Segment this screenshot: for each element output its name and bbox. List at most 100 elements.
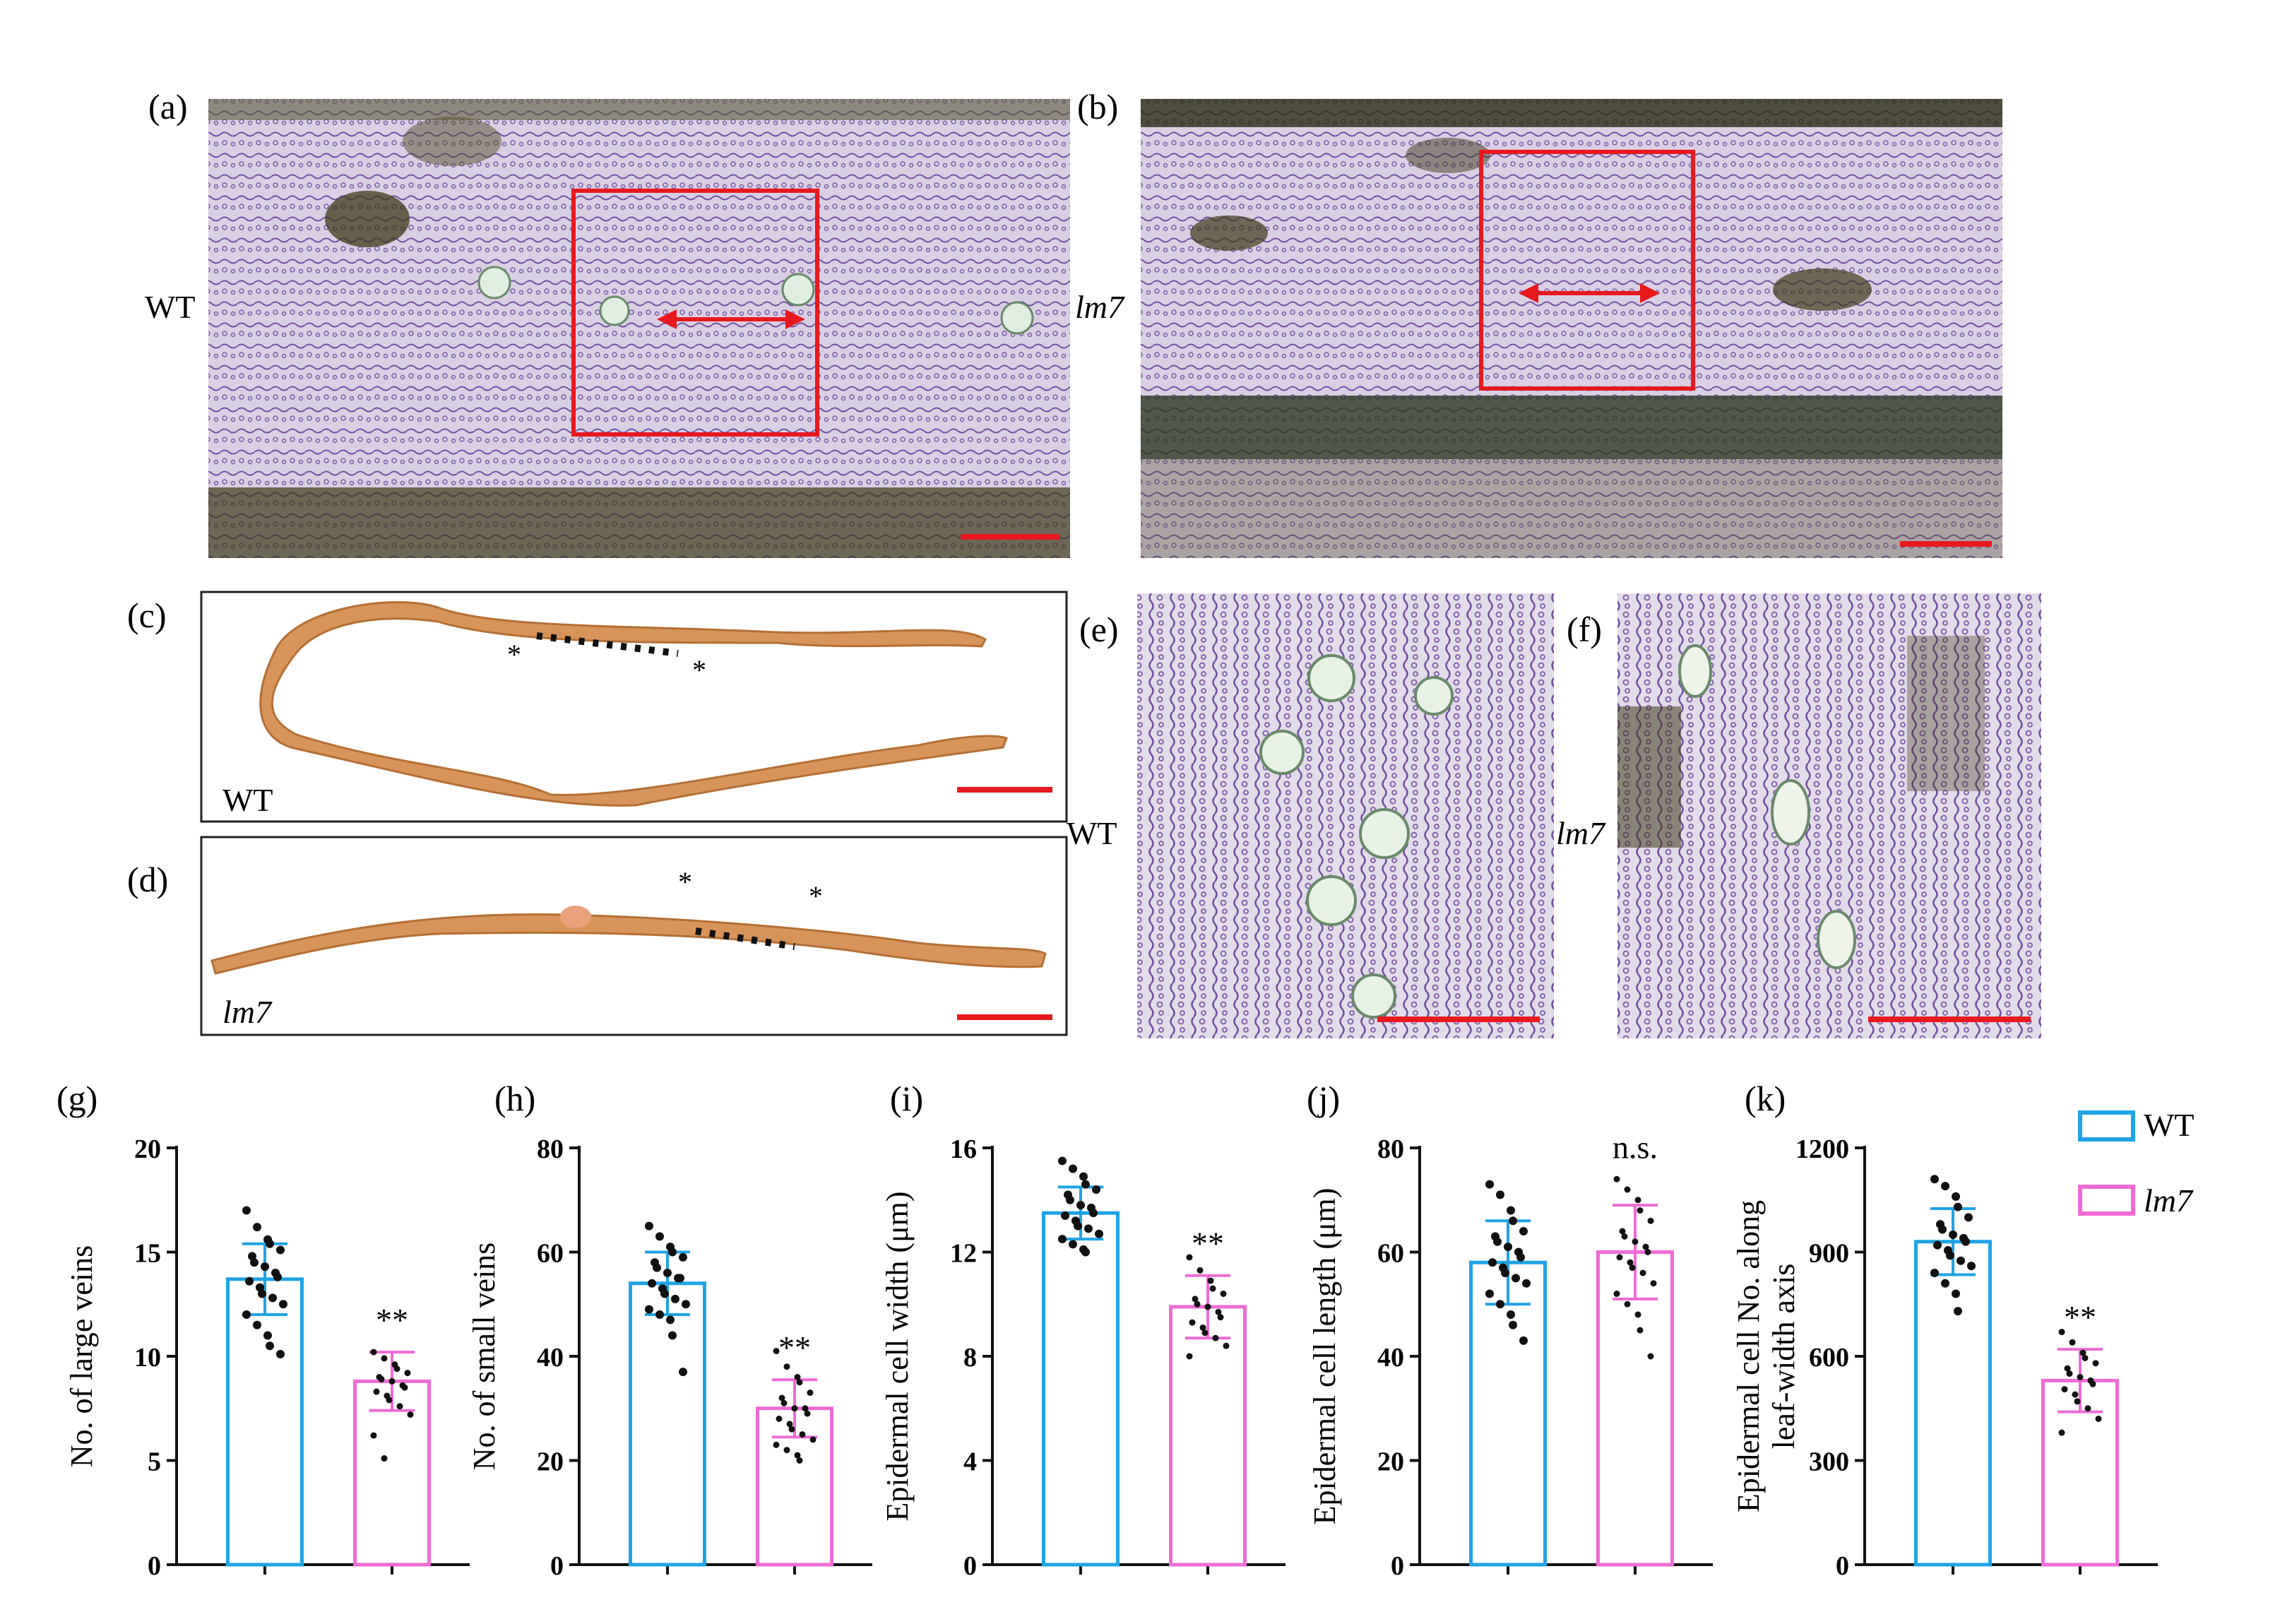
data-point xyxy=(1507,1206,1515,1215)
data-point xyxy=(373,1388,380,1395)
data-point xyxy=(1519,1227,1528,1235)
data-point xyxy=(1961,1237,1970,1246)
data-point xyxy=(668,1247,677,1257)
data-point xyxy=(1212,1334,1219,1341)
micrograph-b xyxy=(1141,99,2002,558)
y-tick-label: 10 xyxy=(134,1343,161,1373)
y-tick-label: 40 xyxy=(1377,1343,1404,1373)
data-point xyxy=(1496,1190,1504,1199)
bar-WT xyxy=(226,1277,304,1567)
data-point xyxy=(1629,1264,1636,1272)
data-point xyxy=(802,1405,809,1412)
asterisk-d-2: * xyxy=(809,880,823,912)
y-tick-label: 0 xyxy=(1391,1551,1404,1581)
asterisk-c-2: * xyxy=(692,654,706,686)
genotype-label-e: WT xyxy=(1067,815,1117,851)
panel-label-k: (k) xyxy=(1745,1079,1786,1118)
data-point xyxy=(1933,1240,1942,1250)
data-point xyxy=(1220,1291,1227,1297)
y-tick-label: 40 xyxy=(537,1343,564,1373)
data-point xyxy=(381,1455,388,1462)
data-point xyxy=(663,1269,672,1277)
data-point xyxy=(2058,1329,2065,1336)
data-point xyxy=(279,1300,287,1309)
data-point xyxy=(2066,1370,2073,1377)
bar-WT xyxy=(1914,1240,1992,1567)
data-point xyxy=(263,1331,272,1340)
data-point xyxy=(645,1305,653,1314)
data-point xyxy=(370,1349,377,1356)
data-point xyxy=(1930,1269,1939,1277)
data-point xyxy=(1215,1308,1222,1315)
panel-label-c: (c) xyxy=(127,595,167,635)
data-point xyxy=(2061,1386,2068,1393)
data-point xyxy=(660,1289,669,1298)
panel-label-d: (d) xyxy=(127,860,168,899)
data-point xyxy=(370,1432,377,1439)
y-tick-label: 8 xyxy=(963,1343,977,1373)
panel-label-f: (f) xyxy=(1567,610,1602,649)
data-point xyxy=(1081,1247,1090,1257)
data-point xyxy=(1956,1256,1965,1265)
data-point xyxy=(1519,1336,1528,1345)
width-arrow-b xyxy=(1519,283,1660,303)
data-point xyxy=(1949,1230,1957,1239)
panel-c: (c) * * WT xyxy=(127,591,1068,823)
data-point xyxy=(1485,1180,1494,1189)
data-point xyxy=(1488,1258,1497,1267)
panel-label-a: (a) xyxy=(148,87,188,126)
data-point xyxy=(2082,1354,2089,1361)
data-point xyxy=(1952,1192,1960,1201)
data-point xyxy=(666,1315,675,1324)
y-tick-label: 20 xyxy=(1377,1447,1404,1477)
data-point xyxy=(2074,1398,2081,1405)
data-point xyxy=(786,1421,793,1428)
data-point xyxy=(1613,1291,1620,1297)
data-point xyxy=(1079,1172,1088,1181)
data-point xyxy=(2084,1405,2091,1412)
data-point xyxy=(250,1258,259,1267)
y-tick-label: 4 xyxy=(963,1447,977,1477)
data-point xyxy=(1647,1217,1654,1224)
data-point xyxy=(2092,1360,2099,1367)
y-axis-label: Epidermal cell width (μm) xyxy=(880,1191,915,1521)
micrograph-f xyxy=(1617,593,2041,1038)
data-point xyxy=(668,1331,677,1340)
data-point xyxy=(2069,1339,2076,1346)
data-point xyxy=(1946,1251,1954,1260)
data-point xyxy=(1637,1327,1644,1334)
data-point xyxy=(1192,1296,1199,1303)
data-point xyxy=(404,1370,411,1377)
data-point xyxy=(1644,1249,1651,1255)
leaf-section-lm7 xyxy=(210,913,1047,975)
y-axis-label: No. of small veins xyxy=(467,1243,501,1471)
data-point xyxy=(407,1411,414,1418)
width-arrow-a xyxy=(657,309,805,329)
data-point xyxy=(1061,1211,1069,1220)
data-point xyxy=(2089,1380,2096,1387)
highlight-box-b xyxy=(1479,150,1695,391)
data-point xyxy=(788,1426,795,1433)
data-point xyxy=(679,1252,687,1262)
data-point xyxy=(1613,1175,1620,1183)
data-point xyxy=(258,1289,266,1298)
data-point xyxy=(1058,1156,1067,1166)
legend-swatch-lm7 xyxy=(2078,1185,2135,1216)
y-tick-label: 1200 xyxy=(1795,1134,1849,1164)
data-point xyxy=(1081,1180,1090,1189)
vein-dots-d xyxy=(695,927,795,950)
panel-e: (e) WT xyxy=(1067,593,1554,1038)
data-point xyxy=(2058,1429,2065,1436)
chart-g: (g) 0 5 10 15 20 No. of large veins ** xyxy=(57,1079,470,1581)
data-point xyxy=(381,1355,388,1362)
data-point xyxy=(655,1310,664,1319)
data-point xyxy=(1501,1269,1509,1277)
genotype-label-c: WT xyxy=(222,782,273,818)
data-point xyxy=(1207,1277,1214,1284)
data-point xyxy=(679,1368,687,1377)
y-tick-label: 0 xyxy=(1836,1551,1849,1581)
vein-dots-c xyxy=(536,632,679,657)
significance-label: ** xyxy=(1192,1226,1224,1262)
panel-b: (b) lm7 xyxy=(1075,87,2002,558)
data-point xyxy=(1069,1164,1077,1173)
